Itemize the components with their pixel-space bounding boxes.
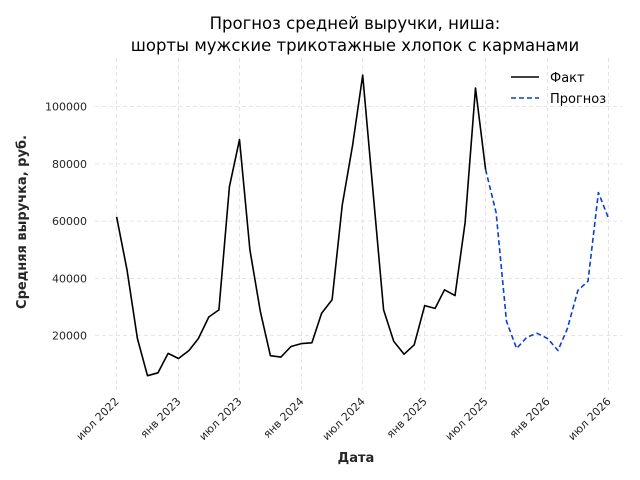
x-tick-label: июл 2025 bbox=[443, 395, 491, 443]
x-axis-ticks: июл 2022 янв 2023 июл 2023 янв 2024 июл 2024… bbox=[74, 395, 614, 443]
x-tick-label: июл 2026 bbox=[566, 395, 614, 443]
series-line-forecast bbox=[484, 169, 610, 352]
y-tick-label: 20000 bbox=[52, 330, 87, 343]
x-tick-label: июл 2023 bbox=[197, 395, 245, 443]
series-layer bbox=[115, 74, 610, 377]
x-tick-label: янв 2025 bbox=[384, 395, 430, 441]
y-axis-label: Средняя выручка, руб. bbox=[15, 135, 30, 309]
chart-title-line-2: шорты мужские трикотажные хлопок с карма… bbox=[131, 36, 579, 55]
y-tick-label: 40000 bbox=[52, 272, 87, 285]
legend-label-forecast: Прогноз bbox=[550, 92, 606, 107]
y-tick-label: 60000 bbox=[52, 215, 87, 228]
y-tick-label: 80000 bbox=[52, 158, 87, 171]
legend-label-fact: Факт bbox=[550, 71, 585, 86]
legend: Факт Прогноз bbox=[511, 71, 606, 107]
y-tick-label: 100000 bbox=[45, 101, 87, 114]
x-tick-label: янв 2026 bbox=[507, 395, 553, 441]
series-line-fact bbox=[115, 74, 487, 377]
x-tick-label: июл 2024 bbox=[320, 395, 368, 443]
chart-title-line-1: Прогноз средней выручки, ниша: bbox=[210, 14, 501, 33]
x-axis-label: Дата bbox=[338, 451, 375, 466]
x-tick-label: янв 2023 bbox=[138, 395, 184, 441]
x-tick-label: июл 2022 bbox=[74, 395, 122, 443]
x-tick-label: янв 2024 bbox=[261, 395, 307, 441]
y-axis-ticks: 20000 40000 60000 80000 100000 bbox=[45, 101, 87, 343]
grid bbox=[95, 58, 622, 390]
